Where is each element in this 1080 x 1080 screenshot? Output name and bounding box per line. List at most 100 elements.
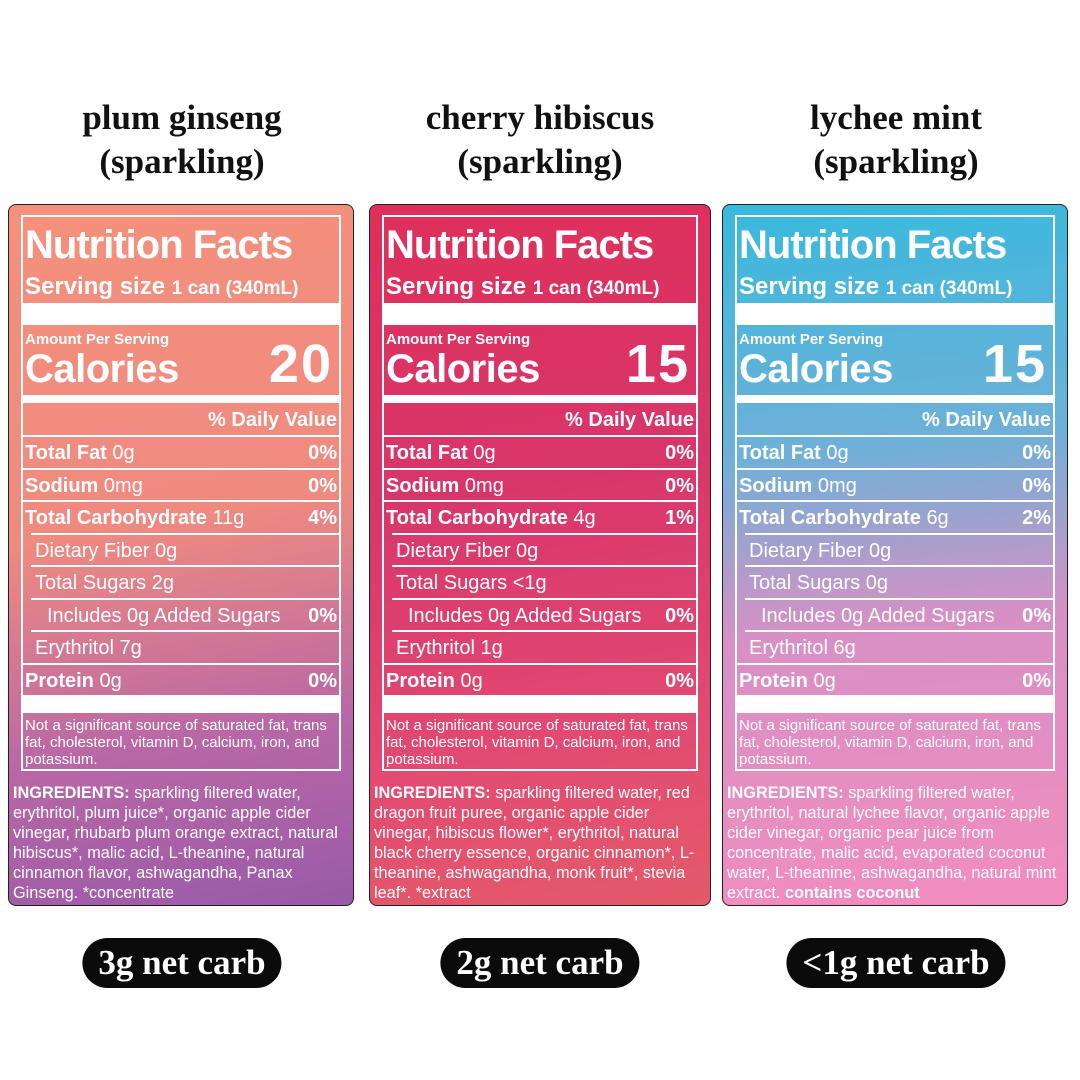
nutrient: Total Sugars 0g — [749, 567, 888, 599]
footnote: Not a significant source of saturated fa… — [386, 717, 688, 768]
nutrient-name: Erythritol 1g — [396, 637, 503, 659]
serving-label: Serving size — [386, 273, 527, 300]
nutrient: Total Fat 0g — [386, 437, 496, 469]
row-rule — [737, 662, 1053, 665]
amount-per-serving: Amount Per Serving — [739, 331, 884, 348]
nutrient-row: Erythritol 7g — [23, 632, 339, 664]
nutrient-row: Sodium 0mg 0% — [384, 470, 696, 502]
nutrient-amount: 0g — [473, 442, 496, 464]
row-rule — [23, 662, 339, 665]
nutrient: Total Fat 0g — [739, 437, 849, 469]
nutrient-name: Total Carbohydrate — [386, 507, 568, 529]
nutrient: Protein 0g — [386, 665, 483, 697]
row-rule — [23, 435, 339, 437]
daily-value: 0% — [1022, 604, 1051, 627]
nutrient: Dietary Fiber 0g — [749, 535, 891, 567]
nutrient-name: Dietary Fiber 0g — [749, 539, 892, 562]
row-rule — [737, 467, 1053, 470]
nutrient-name: Protein — [25, 669, 94, 692]
product-title: plum ginseng (sparkling) — [2, 96, 362, 184]
daily-value-heading: % Daily Value — [208, 409, 337, 431]
row-rule — [31, 532, 339, 535]
ingredients-text: sparkling filtered water, red dragon fru… — [374, 784, 695, 902]
serving-value: 1 can (340mL) — [171, 278, 299, 299]
daily-value-heading: % Daily Value — [922, 409, 1051, 431]
nutrient-row: Protein 0g 0% — [737, 665, 1053, 697]
nutrient: Dietary Fiber 0g — [396, 535, 538, 567]
calories-value: 15 — [982, 334, 1047, 394]
row-rule — [392, 565, 696, 567]
nutrient-row: Includes 0g Added Sugars 0% — [23, 600, 339, 632]
nutrient-row: Total Carbohydrate 6g 2% — [737, 502, 1053, 534]
ingredients-label: INGREDIENTS: — [374, 784, 491, 802]
daily-value: 0% — [665, 669, 694, 692]
row-rule — [384, 435, 696, 437]
facts-heading: Nutrition Facts — [386, 223, 654, 267]
divider — [23, 303, 339, 325]
row-rule — [23, 467, 339, 470]
nutrient: Total Carbohydrate 6g — [739, 502, 949, 534]
daily-value: 0% — [308, 604, 337, 627]
nutrient-amount: 0g — [813, 669, 836, 692]
nutrient-amount: 4g — [573, 507, 596, 529]
nutrition-panel: Nutrition Facts Serving size 1 can (340mL… — [8, 204, 354, 906]
nutrient: Total Carbohydrate 4g — [386, 502, 596, 534]
nutrient-amount: 0mg — [817, 474, 857, 497]
row-rule — [384, 662, 696, 665]
nutrient-row: Protein 0g 0% — [384, 665, 696, 697]
calories-value: 15 — [625, 334, 690, 394]
serving-size: Serving size 1 can (340mL) — [739, 273, 1012, 301]
ingredients-label: INGREDIENTS: — [13, 784, 130, 802]
ingredients-text: sparkling filtered water, erythritol, na… — [727, 784, 1057, 902]
nutrient-name: Sodium — [386, 474, 460, 497]
nutrient-amount: 0mg — [464, 474, 504, 497]
row-rule — [392, 597, 696, 600]
footnote: Not a significant source of saturated fa… — [739, 717, 1041, 768]
product-title: cherry hibiscus (sparkling) — [360, 96, 720, 184]
nutrient-row: Erythritol 1g — [384, 632, 696, 664]
nutrient-row: Dietary Fiber 0g — [737, 535, 1053, 567]
row-rule — [737, 500, 1053, 502]
nutrient-row: Total Fat 0g 0% — [384, 437, 696, 469]
nutrient: Sodium 0mg — [25, 470, 143, 502]
nutrient-row: Total Sugars 2g — [23, 567, 339, 599]
row-rule — [23, 500, 339, 502]
daily-value: 0% — [308, 474, 337, 497]
nutrient-row: Total Sugars 0g — [737, 567, 1053, 599]
row-rule — [31, 565, 339, 567]
nutrient: Erythritol 7g — [35, 632, 142, 664]
title-line: (sparkling) — [457, 142, 623, 181]
row-rule — [745, 532, 1053, 535]
title-line: (sparkling) — [813, 142, 979, 181]
nutrient: Dietary Fiber 0g — [35, 535, 177, 567]
nutrient-row: Includes 0g Added Sugars 0% — [737, 600, 1053, 632]
product-title: lychee mint (sparkling) — [716, 96, 1076, 184]
serving-label: Serving size — [25, 273, 166, 300]
nutrient-name: Dietary Fiber 0g — [35, 539, 178, 562]
divider — [737, 695, 1053, 713]
nutrient: Erythritol 1g — [396, 632, 503, 664]
nutrient-row: Includes 0g Added Sugars 0% — [384, 600, 696, 632]
daily-value: 0% — [665, 442, 694, 464]
daily-value: 0% — [1022, 669, 1051, 692]
title-line: lychee mint — [809, 98, 983, 137]
facts-heading: Nutrition Facts — [25, 223, 293, 267]
nutrient: Total Carbohydrate 11g — [25, 502, 244, 534]
nutrient-row: Total Carbohydrate 11g 4% — [23, 502, 339, 534]
divider — [737, 395, 1053, 403]
nutrient-amount: 0g — [460, 669, 483, 692]
facts-box: Nutrition Facts Serving size 1 can (340mL… — [735, 215, 1055, 771]
row-rule — [384, 500, 696, 502]
calories-label: Calories — [739, 347, 893, 391]
divider — [23, 395, 339, 403]
row-rule — [745, 565, 1053, 567]
nutrient-row: Protein 0g 0% — [23, 665, 339, 697]
nutrient-name: Erythritol 7g — [35, 637, 142, 659]
amount-per-serving: Amount Per Serving — [25, 331, 170, 348]
row-rule — [737, 435, 1053, 437]
daily-value: 0% — [1022, 442, 1051, 464]
nutrient: Total Fat 0g — [25, 437, 135, 469]
nutrient-name: Dietary Fiber 0g — [396, 539, 539, 562]
daily-value: 1% — [665, 507, 694, 529]
row-rule — [392, 532, 696, 535]
